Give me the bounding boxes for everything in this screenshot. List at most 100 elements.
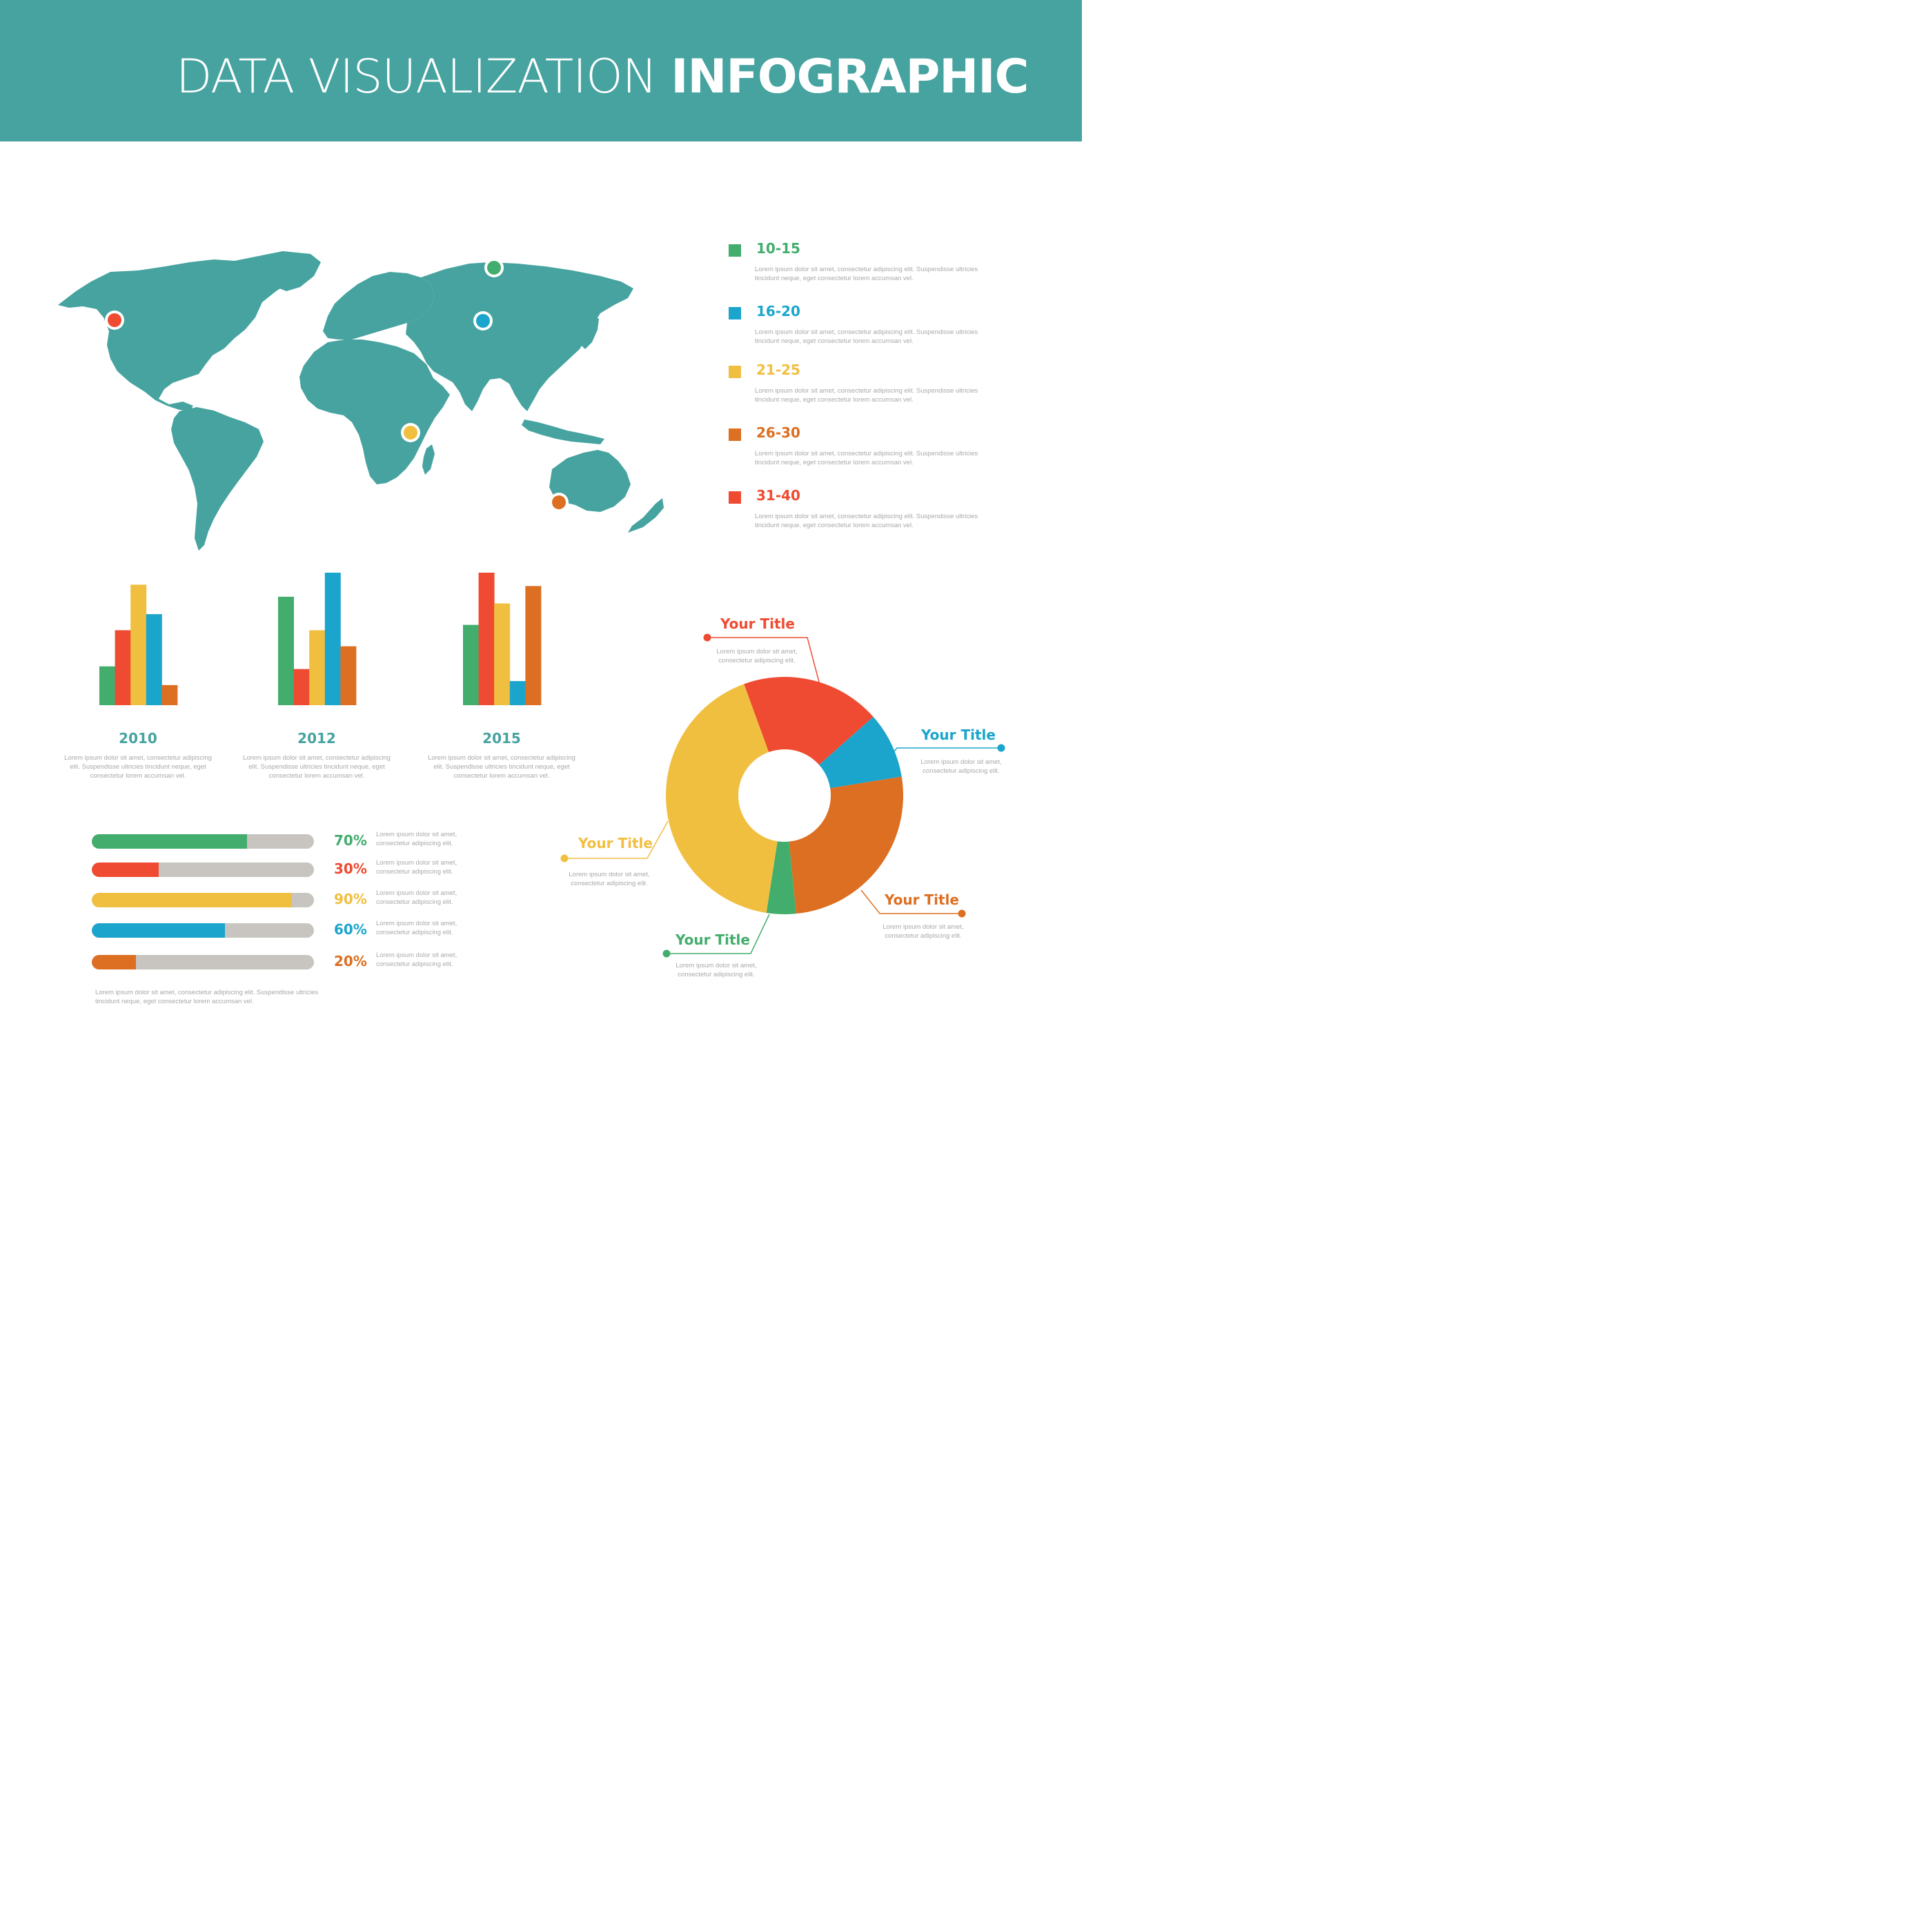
progress-bar-fill-3	[92, 893, 292, 907]
map-new-zealand	[628, 498, 664, 533]
map-greenland	[255, 251, 321, 291]
progress-bar-track-1	[92, 834, 314, 849]
bar-chart-title-2015: 2015	[482, 730, 521, 747]
donut-callout-dot-1	[703, 633, 711, 642]
donut-title-green: Your Title	[676, 931, 750, 948]
map-north-america	[58, 254, 314, 411]
bar-chart-title-2012: 2012	[297, 730, 336, 747]
legend-range: 10-15	[756, 240, 800, 257]
world-map	[58, 251, 664, 551]
legend-description: Lorem ipsum dolor sit amet, consectetur …	[755, 328, 978, 345]
header-banner: DATA VISUALIZATION INFOGRAPHIC	[0, 0, 1082, 141]
bar-2012-3	[309, 630, 326, 705]
bar-2010-2	[115, 630, 131, 705]
progress-bar-fill-2	[92, 862, 159, 877]
progress-bar-label-2: 30%	[334, 860, 367, 877]
progress-bar-track-4	[92, 923, 314, 938]
bar-2015-2	[478, 572, 495, 705]
donut-desc-blue: Lorem ipsum dolor sit amet, consectetur …	[920, 758, 1002, 775]
donut-callout-dot-3	[958, 909, 966, 918]
page-title: DATA VISUALIZATION INFOGRAPHIC	[176, 44, 1029, 108]
legend-range: 21-25	[756, 362, 800, 378]
donut-title-yellow: Your Title	[578, 835, 653, 851]
donut-title-blue: Your Title	[921, 727, 996, 743]
progress-bar-label-1: 70%	[334, 832, 367, 849]
progress-bar-fill-1	[92, 834, 248, 849]
donut-callout-line-2	[893, 747, 1001, 753]
donut-slice-4	[766, 841, 796, 914]
bar-2010-1	[99, 666, 115, 705]
map-marker-yellow-dot	[404, 426, 417, 440]
legend-swatch	[729, 244, 741, 257]
bar-chart-title-2010: 2010	[119, 730, 157, 747]
legend-description: Lorem ipsum dolor sit amet, consectetur …	[755, 266, 978, 282]
map-landmasses	[58, 251, 664, 551]
progress-bar-desc-1: Lorem ipsum dolor sit amet, consectetur …	[376, 831, 457, 847]
donut-slice-2	[819, 716, 902, 789]
legend-description: Lorem ipsum dolor sit amet, consectetur …	[755, 387, 978, 404]
donut-desc-orange: Lorem ipsum dolor sit amet, consectetur …	[883, 923, 964, 940]
map-marker-green-dot	[487, 261, 501, 275]
progress-bar-track-5	[92, 955, 314, 969]
donut-title-orange: Your Title	[885, 891, 959, 908]
bar-2015-5	[525, 586, 542, 705]
map-madagascar	[422, 444, 435, 475]
legend-description: Lorem ipsum dolor sit amet, consectetur …	[755, 450, 978, 466]
bar-2012-2	[293, 669, 310, 705]
bar-chart-desc-2015: Lorem ipsum dolor sit amet, consectetur …	[428, 754, 575, 780]
legend-range: 31-40	[756, 487, 800, 504]
bar-2010-4	[146, 614, 162, 705]
legend-swatch	[729, 428, 741, 441]
progress-bar-desc-4: Lorem ipsum dolor sit amet, consectetur …	[376, 920, 457, 936]
map-europe	[323, 272, 435, 339]
donut-title-red: Your Title	[720, 615, 795, 632]
donut-desc-red: Lorem ipsum dolor sit amet, consectetur …	[716, 648, 798, 664]
progress-bar-label-4: 60%	[334, 921, 367, 938]
map-africa	[299, 339, 450, 484]
legend-swatch	[729, 491, 741, 504]
map-asia	[406, 262, 633, 411]
map-indonesia	[522, 420, 604, 444]
legend-swatch	[729, 307, 741, 319]
map-markers	[105, 258, 569, 512]
progress-bar-desc-5: Lorem ipsum dolor sit amet, consectetur …	[376, 952, 457, 968]
map-south-america	[171, 407, 264, 551]
title-light: DATA VISUALIZATION	[176, 50, 671, 104]
map-marker-orange-dot	[552, 495, 566, 509]
map-japan	[581, 316, 599, 349]
progress-bar-label-5: 20%	[334, 953, 367, 969]
donut-desc-green: Lorem ipsum dolor sit amet, consectetur …	[676, 962, 757, 978]
bar-2012-5	[340, 646, 357, 705]
bar-2010-3	[130, 584, 147, 705]
map-marker-blue-dot	[476, 314, 490, 328]
donut-callout-dot-5	[560, 854, 569, 862]
progress-bar-track-3	[92, 893, 314, 907]
donut-callout-dot-4	[662, 949, 671, 958]
donut-slice-5	[666, 684, 778, 913]
donut-desc-yellow: Lorem ipsum dolor sit amet, consectetur …	[569, 871, 650, 887]
bar-2015-4	[509, 681, 526, 705]
bar-2012-1	[278, 596, 294, 705]
progress-bar-desc-3: Lorem ipsum dolor sit amet, consectetur …	[376, 889, 457, 906]
donut-callout-dot-2	[997, 744, 1005, 752]
title-bold: INFOGRAPHIC	[671, 50, 1029, 104]
legend-range: 16-20	[756, 303, 800, 319]
map-marker-red-dot	[108, 313, 121, 327]
map-australia	[549, 450, 631, 512]
progress-bar-fill-4	[92, 923, 226, 938]
donut-slice-1	[744, 677, 874, 765]
bar-chart-desc-2012: Lorem ipsum dolor sit amet, consectetur …	[243, 754, 391, 780]
bar-2010-5	[161, 684, 178, 705]
bar-2015-3	[494, 603, 511, 705]
progress-note: Lorem ipsum dolor sit amet, consectetur …	[95, 989, 319, 1005]
bar-chart-desc-2010: Lorem ipsum dolor sit amet, consectetur …	[64, 754, 212, 780]
legend-description: Lorem ipsum dolor sit amet, consectetur …	[755, 513, 978, 529]
legend-range: 26-30	[756, 424, 800, 441]
bar-2015-1	[463, 624, 479, 705]
progress-bar-fill-5	[92, 955, 137, 969]
legend-swatch	[729, 366, 741, 378]
progress-bar-track-2	[92, 862, 314, 877]
progress-bar-label-3: 90%	[334, 891, 367, 907]
bar-2012-4	[324, 572, 341, 705]
progress-bar-desc-2: Lorem ipsum dolor sit amet, consectetur …	[376, 859, 457, 876]
